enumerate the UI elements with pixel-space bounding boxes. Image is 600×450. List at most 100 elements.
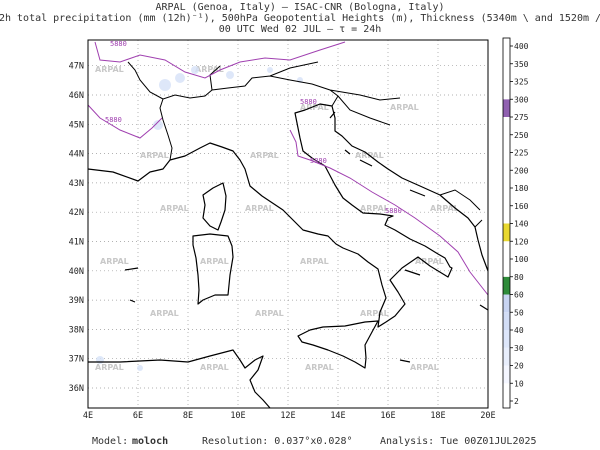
- lon-label: 4E: [83, 411, 93, 421]
- precipitation: [96, 66, 303, 371]
- lon-label: 10E: [230, 411, 245, 421]
- footer-model: moloch: [132, 436, 168, 447]
- contour-label: 5880: [110, 40, 127, 48]
- lat-label: 41N: [69, 238, 84, 248]
- lon-label: 12E: [280, 411, 295, 421]
- colorbar-segment: [503, 383, 510, 401]
- lat-label: 39N: [69, 296, 84, 306]
- title-line: ARPAL (Genoa, Italy) – ISAC-CNR (Bologna…: [156, 2, 445, 13]
- colorbar-label: 30: [514, 344, 524, 353]
- colorbar-label: 80: [514, 273, 524, 282]
- map-frame: [87, 39, 489, 409]
- colorbar-label: 120: [514, 237, 529, 246]
- colorbar-segment: [503, 330, 510, 348]
- colorbar-label: 60: [514, 291, 524, 300]
- colorbar-segment: [503, 134, 510, 153]
- watermark: ARPAL: [150, 309, 179, 318]
- lon-label: 16E: [380, 411, 395, 421]
- colorbar-label: 10: [514, 379, 524, 388]
- colorbar-segment: [503, 276, 510, 295]
- lon-label: 20E: [480, 411, 495, 421]
- lon-label: 8E: [183, 411, 193, 421]
- lat-label: 46N: [69, 91, 84, 101]
- colorbar-label: 50: [514, 308, 524, 317]
- grid: [88, 40, 488, 408]
- lon-label: 6E: [133, 411, 143, 421]
- colorbar-frame: [502, 37, 511, 409]
- colorbar-segment: [503, 205, 510, 224]
- watermark: ARPAL: [255, 309, 284, 318]
- watermark: ARPAL: [305, 363, 334, 372]
- colorbar-label: 180: [514, 184, 529, 193]
- footer-model-label: Model:: [92, 436, 128, 447]
- lat-label: 42N: [69, 208, 84, 218]
- watermark: ARPAL: [430, 204, 459, 213]
- colorbar-segment: [503, 99, 510, 117]
- contour-labels: 5880 5880 5880 5880 5880: [105, 40, 402, 215]
- colorbar-label: 200: [514, 166, 529, 175]
- title-line: 12h total precipitation (mm (12h)⁻¹), 50…: [0, 13, 600, 24]
- lon-label: 18E: [430, 411, 445, 421]
- footer-analysis: Analysis: Tue 00Z01JUL2025: [380, 436, 537, 447]
- lat-label: 44N: [69, 150, 84, 160]
- colorbar-segment: [503, 117, 510, 135]
- watermark: ARPAL: [200, 257, 229, 266]
- colorbar-label: 250: [514, 131, 529, 140]
- colorbar-segment: [503, 241, 510, 259]
- colorbar-label: 225: [514, 149, 529, 158]
- watermark: ARPAL: [410, 363, 439, 372]
- watermark: ARPAL: [195, 65, 224, 74]
- watermark: ARPAL: [95, 363, 124, 372]
- watermark: ARPAL: [300, 103, 329, 112]
- colorbar-segment: [503, 259, 510, 277]
- colorbar-segment: [503, 46, 510, 64]
- colorbar-label: 300: [514, 95, 529, 104]
- colorbar: 2 10 20 30 40 50 60 80 100 120 140 160 180 200 225 250 2…: [502, 37, 529, 409]
- watermark: ARPAL: [300, 257, 329, 266]
- watermark: ARPAL: [415, 257, 444, 266]
- watermark: ARPAL: [95, 65, 124, 74]
- colorbar-segment: [503, 63, 510, 82]
- colorbar-label: 140: [514, 220, 529, 229]
- contour-label: 5880: [300, 98, 317, 106]
- watermark: ARPAL: [140, 151, 169, 160]
- watermark: ARPAL: [160, 204, 189, 213]
- colorbar-segment: [503, 347, 510, 366]
- colorbar-segment: [503, 188, 510, 206]
- geopotential-contours: [87, 41, 489, 296]
- lat-label: 45N: [69, 120, 84, 130]
- colorbar-segment: [503, 81, 510, 100]
- lat-label: 38N: [69, 325, 84, 335]
- colorbar-segment: [503, 152, 510, 171]
- colorbar-label: 40: [514, 326, 524, 335]
- title-line: 00 UTC Wed 02 JUL – τ = 24h: [219, 24, 382, 35]
- lat-label: 40N: [69, 267, 84, 277]
- lon-label: 14E: [330, 411, 345, 421]
- watermark: ARPAL: [360, 309, 389, 318]
- colorbar-segment: [503, 312, 510, 330]
- colorbar-label: 20: [514, 362, 524, 371]
- colorbar-segment: [503, 294, 510, 313]
- watermark: ARPAL: [390, 103, 419, 112]
- colorbar-label: 2: [514, 397, 519, 406]
- colorbar-segment: [503, 223, 510, 242]
- colorbar-label: 325: [514, 78, 529, 87]
- lat-label: 36N: [69, 384, 84, 394]
- watermark: ARPAL: [200, 363, 229, 372]
- lat-label: 47N: [69, 62, 84, 72]
- coastlines: [87, 61, 489, 409]
- contour-label: 5880: [385, 207, 402, 215]
- colorbar-label: 400: [514, 42, 529, 51]
- contour-label: 5880: [105, 116, 122, 124]
- colorbar-label: 100: [514, 255, 529, 264]
- colorbar-label: 350: [514, 60, 529, 69]
- colorbar-label: 275: [514, 113, 529, 122]
- contour-label: 5880: [310, 157, 327, 165]
- colorbar-segment: [503, 170, 510, 188]
- watermark: ARPAL: [100, 257, 129, 266]
- lat-label: 37N: [69, 355, 84, 365]
- colorbar-segment: [503, 365, 510, 384]
- lat-label: 43N: [69, 179, 84, 189]
